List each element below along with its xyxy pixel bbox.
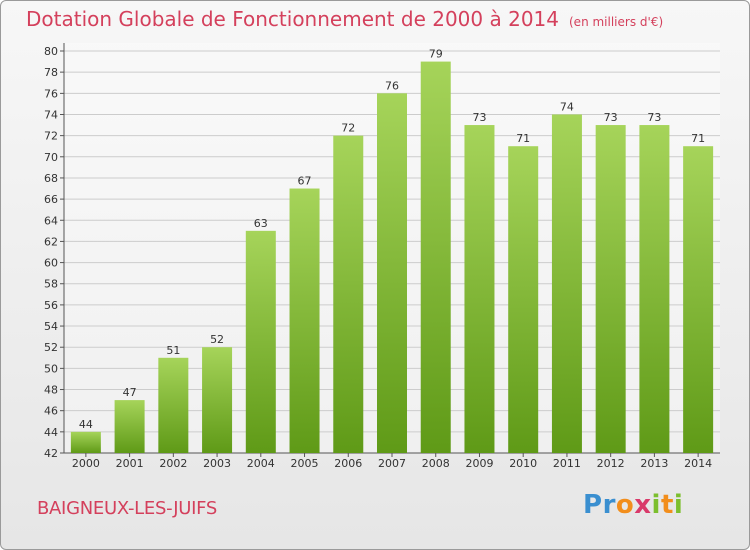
data-label: 72 bbox=[341, 122, 355, 135]
chart-title: Dotation Globale de Fonctionnement de 20… bbox=[26, 7, 663, 31]
y-tick-label: 64 bbox=[44, 214, 58, 227]
data-label: 73 bbox=[604, 111, 618, 124]
bar bbox=[683, 146, 714, 454]
logo-letter: i bbox=[673, 490, 684, 520]
bar bbox=[377, 93, 407, 453]
y-tick-label: 62 bbox=[44, 235, 58, 248]
unit-label: (en milliers d'€) bbox=[569, 15, 664, 29]
y-tick-label: 48 bbox=[44, 384, 58, 397]
data-label: 71 bbox=[691, 132, 705, 145]
y-tick-label: 74 bbox=[44, 108, 58, 121]
logo-letter: t bbox=[660, 490, 674, 520]
y-tick-label: 42 bbox=[44, 447, 58, 460]
bar bbox=[245, 230, 276, 453]
proxiti-logo: Proxiti bbox=[583, 490, 683, 520]
bar bbox=[333, 135, 364, 453]
y-tick-label: 78 bbox=[44, 66, 58, 79]
data-label: 71 bbox=[516, 132, 530, 145]
bar bbox=[639, 125, 670, 453]
x-tick-label: 2003 bbox=[203, 457, 231, 470]
y-tick-label: 80 bbox=[44, 45, 58, 58]
data-label: 52 bbox=[210, 333, 224, 346]
data-label: 79 bbox=[429, 48, 443, 61]
logo-letter: x bbox=[634, 490, 652, 520]
y-tick-label: 52 bbox=[44, 341, 58, 354]
bar bbox=[508, 146, 539, 454]
bar bbox=[70, 431, 101, 453]
x-tick-label: 2004 bbox=[247, 457, 275, 470]
bar bbox=[289, 188, 320, 454]
commune-name: BAIGNEUX-LES-JUIFS bbox=[37, 498, 218, 519]
y-tick-label: 70 bbox=[44, 151, 58, 164]
bar bbox=[551, 114, 582, 453]
x-tick-label: 2010 bbox=[509, 457, 537, 470]
bar bbox=[420, 61, 451, 453]
x-tick-label: 2002 bbox=[159, 457, 187, 470]
data-label: 74 bbox=[560, 100, 574, 113]
y-tick-label: 76 bbox=[44, 87, 58, 100]
y-tick-label: 56 bbox=[44, 299, 58, 312]
y-tick-label: 50 bbox=[44, 362, 58, 375]
bar bbox=[158, 357, 189, 453]
data-label: 67 bbox=[298, 175, 312, 188]
y-tick-label: 68 bbox=[44, 172, 58, 185]
data-label: 44 bbox=[79, 418, 93, 431]
data-label: 76 bbox=[385, 79, 399, 92]
data-label: 73 bbox=[472, 111, 486, 124]
data-label: 73 bbox=[647, 111, 661, 124]
x-tick-label: 2001 bbox=[116, 457, 144, 470]
bar bbox=[464, 125, 495, 453]
y-tick-label: 44 bbox=[44, 426, 58, 439]
bar bbox=[202, 347, 233, 453]
logo-letter: P bbox=[583, 490, 603, 520]
data-label: 47 bbox=[123, 386, 137, 399]
x-tick-label: 2006 bbox=[334, 457, 362, 470]
x-tick-label: 2013 bbox=[640, 457, 668, 470]
logo-letter: i bbox=[651, 490, 661, 520]
logo-letter: r bbox=[602, 490, 616, 520]
x-tick-label: 2012 bbox=[597, 457, 625, 470]
chart-title-text: Dotation Globale de Fonctionnement de 20… bbox=[26, 7, 559, 31]
x-tick-label: 2009 bbox=[465, 457, 493, 470]
bar bbox=[595, 125, 626, 453]
y-tick-label: 66 bbox=[44, 193, 58, 206]
x-tick-label: 2008 bbox=[422, 457, 450, 470]
y-tick-label: 72 bbox=[44, 130, 58, 143]
data-label: 63 bbox=[254, 217, 268, 230]
bar bbox=[114, 400, 145, 453]
x-tick-label: 2000 bbox=[72, 457, 100, 470]
y-tick-label: 46 bbox=[44, 405, 58, 418]
y-tick-label: 54 bbox=[44, 320, 58, 333]
x-tick-label: 2014 bbox=[684, 457, 712, 470]
x-tick-label: 2007 bbox=[378, 457, 406, 470]
y-tick-label: 58 bbox=[44, 278, 58, 291]
y-tick-label: 60 bbox=[44, 257, 58, 270]
x-tick-label: 2011 bbox=[553, 457, 581, 470]
logo-letter: o bbox=[615, 490, 635, 520]
data-label: 51 bbox=[166, 344, 180, 357]
x-tick-label: 2005 bbox=[291, 457, 319, 470]
